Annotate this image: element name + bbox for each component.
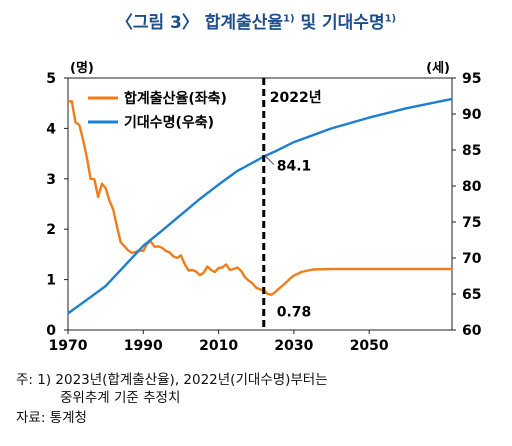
- title-mid: 및 기대수명: [294, 13, 385, 33]
- title-main: 〈그림 3〉 합계출산율: [115, 13, 284, 33]
- x-tick-label: 1970: [49, 338, 88, 354]
- x-tick-label: 1990: [124, 338, 163, 354]
- left-tick-label: 2: [46, 222, 56, 238]
- plot-frame: [67, 77, 453, 331]
- title-footnote-mark-2: 1): [384, 13, 397, 25]
- title-footnote-mark-1: 1): [283, 13, 295, 25]
- left-tick-label: 0: [46, 323, 56, 339]
- footnote-line-2: 중위추계 기준 추정치: [60, 390, 181, 406]
- left-axis-unit: (명): [70, 60, 94, 76]
- legend-label-0: 합계출산율(좌축): [124, 90, 227, 107]
- reference-vline-label: 2022년: [270, 90, 322, 106]
- right-tick-label: 90: [462, 107, 482, 123]
- left-tick-label: 4: [46, 121, 56, 137]
- series-line-1: [67, 97, 453, 315]
- right-tick-label: 95: [462, 71, 481, 87]
- annotation-0: 84.1: [277, 158, 312, 174]
- right-tick-label: 75: [462, 215, 481, 231]
- right-tick-label: 80: [462, 179, 482, 195]
- source-note: 자료: 통계청: [16, 410, 87, 426]
- x-tick-label: 2010: [199, 338, 238, 354]
- series-line-0: [67, 99, 452, 296]
- annotation-leader-0: [265, 156, 275, 165]
- right-tick-label: 60: [462, 323, 482, 339]
- x-tick-label: 2050: [350, 338, 389, 354]
- right-tick-label: 85: [462, 143, 481, 159]
- footnote-line-1: 주: 1) 2023년(합계출산율), 2022년(기대수명)부터는: [16, 372, 328, 388]
- x-tick-label: 2030: [274, 338, 313, 354]
- right-tick-label: 65: [462, 287, 481, 303]
- left-tick-label: 1: [46, 273, 56, 289]
- left-tick-label: 5: [46, 71, 56, 87]
- right-axis-unit: (세): [426, 61, 450, 76]
- right-tick-label: 70: [462, 251, 482, 267]
- left-tick-label: 3: [46, 172, 56, 188]
- legend-label-1: 기대수명(우축): [124, 114, 214, 131]
- chart-title: 〈그림 3〉 합계출산율1) 및 기대수명1): [0, 8, 512, 33]
- annotation-1: 0.78: [277, 305, 312, 321]
